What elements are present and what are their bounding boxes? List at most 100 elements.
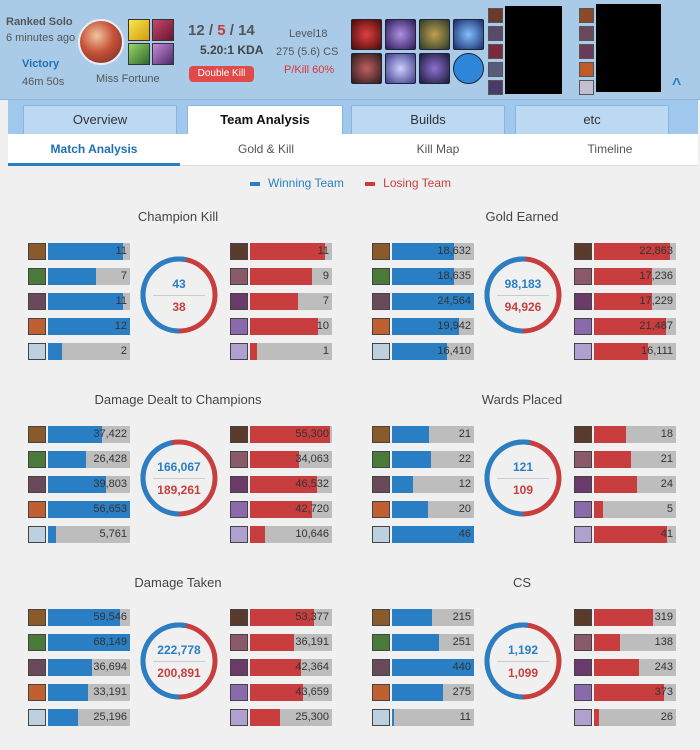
player-champion-icon[interactable] — [579, 44, 594, 59]
tab-etc[interactable]: etc — [515, 105, 669, 134]
champion-icon[interactable] — [574, 293, 592, 310]
champion-icon[interactable] — [28, 684, 46, 701]
champion-icon[interactable] — [28, 526, 46, 543]
champion-icon[interactable] — [574, 709, 592, 726]
champion-icon[interactable] — [28, 659, 46, 676]
item-icon[interactable] — [419, 53, 450, 84]
champion-icon[interactable] — [28, 501, 46, 518]
player-champion-icon[interactable] — [488, 62, 503, 77]
champion-icon[interactable] — [28, 343, 46, 360]
champion-icon[interactable] — [28, 293, 46, 310]
player-champion-icon[interactable] — [579, 26, 594, 41]
champion-icon[interactable] — [230, 476, 248, 493]
champion-icon[interactable] — [574, 501, 592, 518]
player-champion-icon[interactable] — [488, 26, 503, 41]
champion-icon[interactable] — [230, 243, 248, 260]
champion-icon[interactable] — [372, 243, 390, 260]
champion-icon[interactable] — [574, 609, 592, 626]
item-icon[interactable] — [351, 19, 382, 50]
champion-icon[interactable] — [574, 243, 592, 260]
champion-icon[interactable] — [574, 268, 592, 285]
champion-icon[interactable] — [28, 634, 46, 651]
stat-bar-fill — [594, 451, 632, 468]
champion-icon[interactable] — [230, 609, 248, 626]
champion-icon[interactable] — [372, 659, 390, 676]
champion-icon[interactable] — [230, 343, 248, 360]
champion-icon[interactable] — [372, 343, 390, 360]
tab-overview[interactable]: Overview — [23, 105, 177, 134]
redacted-names — [505, 6, 562, 94]
champion-icon[interactable] — [372, 501, 390, 518]
champion-icon[interactable] — [574, 451, 592, 468]
tab-team-analysis[interactable]: Team Analysis — [187, 105, 343, 134]
champion-icon[interactable] — [230, 293, 248, 310]
player-champion-icon[interactable] — [488, 8, 503, 23]
player-champion-icon[interactable] — [488, 80, 503, 95]
stat-value: 25,196 — [93, 711, 127, 723]
champion-icon[interactable] — [28, 609, 46, 626]
champion-icon[interactable] — [372, 451, 390, 468]
item-icon[interactable] — [419, 19, 450, 50]
champion-icon[interactable] — [28, 268, 46, 285]
champion-icon[interactable] — [230, 684, 248, 701]
item-icon[interactable] — [385, 19, 416, 50]
player-champion-icon[interactable] — [488, 44, 503, 59]
chevron-up-icon[interactable]: ^ — [672, 76, 682, 93]
champion-icon[interactable] — [372, 293, 390, 310]
champion-icon[interactable] — [372, 426, 390, 443]
lose-player-row: 10,646 — [230, 526, 334, 543]
champion-icon[interactable] — [28, 243, 46, 260]
champion-icon[interactable] — [372, 268, 390, 285]
item-icon[interactable] — [351, 53, 382, 84]
champion-icon[interactable] — [28, 476, 46, 493]
ring-chart — [484, 256, 562, 334]
champion-icon[interactable] — [574, 343, 592, 360]
champion-icon[interactable] — [28, 709, 46, 726]
champion-icon[interactable] — [230, 659, 248, 676]
champion-icon[interactable] — [372, 609, 390, 626]
stat-bar-fill — [594, 426, 627, 443]
champion-icon[interactable] — [574, 634, 592, 651]
stat-bar-track: 25,196 — [48, 709, 130, 726]
subtab-match-analysis[interactable]: Match Analysis — [8, 134, 180, 166]
champion-icon[interactable] — [372, 634, 390, 651]
champion-portrait-icon[interactable] — [78, 19, 124, 65]
champion-icon[interactable] — [230, 451, 248, 468]
lose-player-row: 41 — [574, 526, 678, 543]
item-icon[interactable] — [453, 19, 484, 50]
tab-builds[interactable]: Builds — [351, 105, 505, 134]
champion-icon[interactable] — [574, 684, 592, 701]
champion-icon[interactable] — [372, 318, 390, 335]
subtab-timeline[interactable]: Timeline — [587, 142, 633, 156]
subtab-gold-kill[interactable]: Gold & Kill — [237, 142, 295, 156]
champion-icon[interactable] — [230, 268, 248, 285]
champion-icon[interactable] — [230, 426, 248, 443]
subtab-kill-map[interactable]: Kill Map — [416, 142, 460, 156]
champion-icon[interactable] — [230, 501, 248, 518]
champion-icon[interactable] — [574, 318, 592, 335]
player-champion-icon[interactable] — [579, 62, 594, 77]
champion-icon[interactable] — [574, 476, 592, 493]
champion-icon[interactable] — [230, 709, 248, 726]
stat-bar-fill — [250, 476, 318, 493]
item-icon[interactable] — [385, 53, 416, 84]
champion-icon[interactable] — [372, 709, 390, 726]
ward-trinket-icon[interactable] — [453, 53, 484, 84]
champion-icon[interactable] — [372, 476, 390, 493]
champion-icon[interactable] — [28, 318, 46, 335]
player-champion-icon[interactable] — [579, 80, 594, 95]
champion-icon[interactable] — [574, 426, 592, 443]
stat-value: 319 — [654, 611, 673, 623]
champion-icon[interactable] — [372, 526, 390, 543]
stat-bar-fill — [392, 501, 428, 518]
champion-icon[interactable] — [28, 426, 46, 443]
champion-icon[interactable] — [28, 451, 46, 468]
player-champion-icon[interactable] — [579, 8, 594, 23]
champion-icon[interactable] — [230, 318, 248, 335]
match-header[interactable]: Ranked Solo 6 minutes ago Victory 46m 50… — [0, 0, 700, 100]
champion-icon[interactable] — [230, 634, 248, 651]
champion-icon[interactable] — [574, 659, 592, 676]
champion-icon[interactable] — [230, 526, 248, 543]
champion-icon[interactable] — [372, 684, 390, 701]
champion-icon[interactable] — [574, 526, 592, 543]
